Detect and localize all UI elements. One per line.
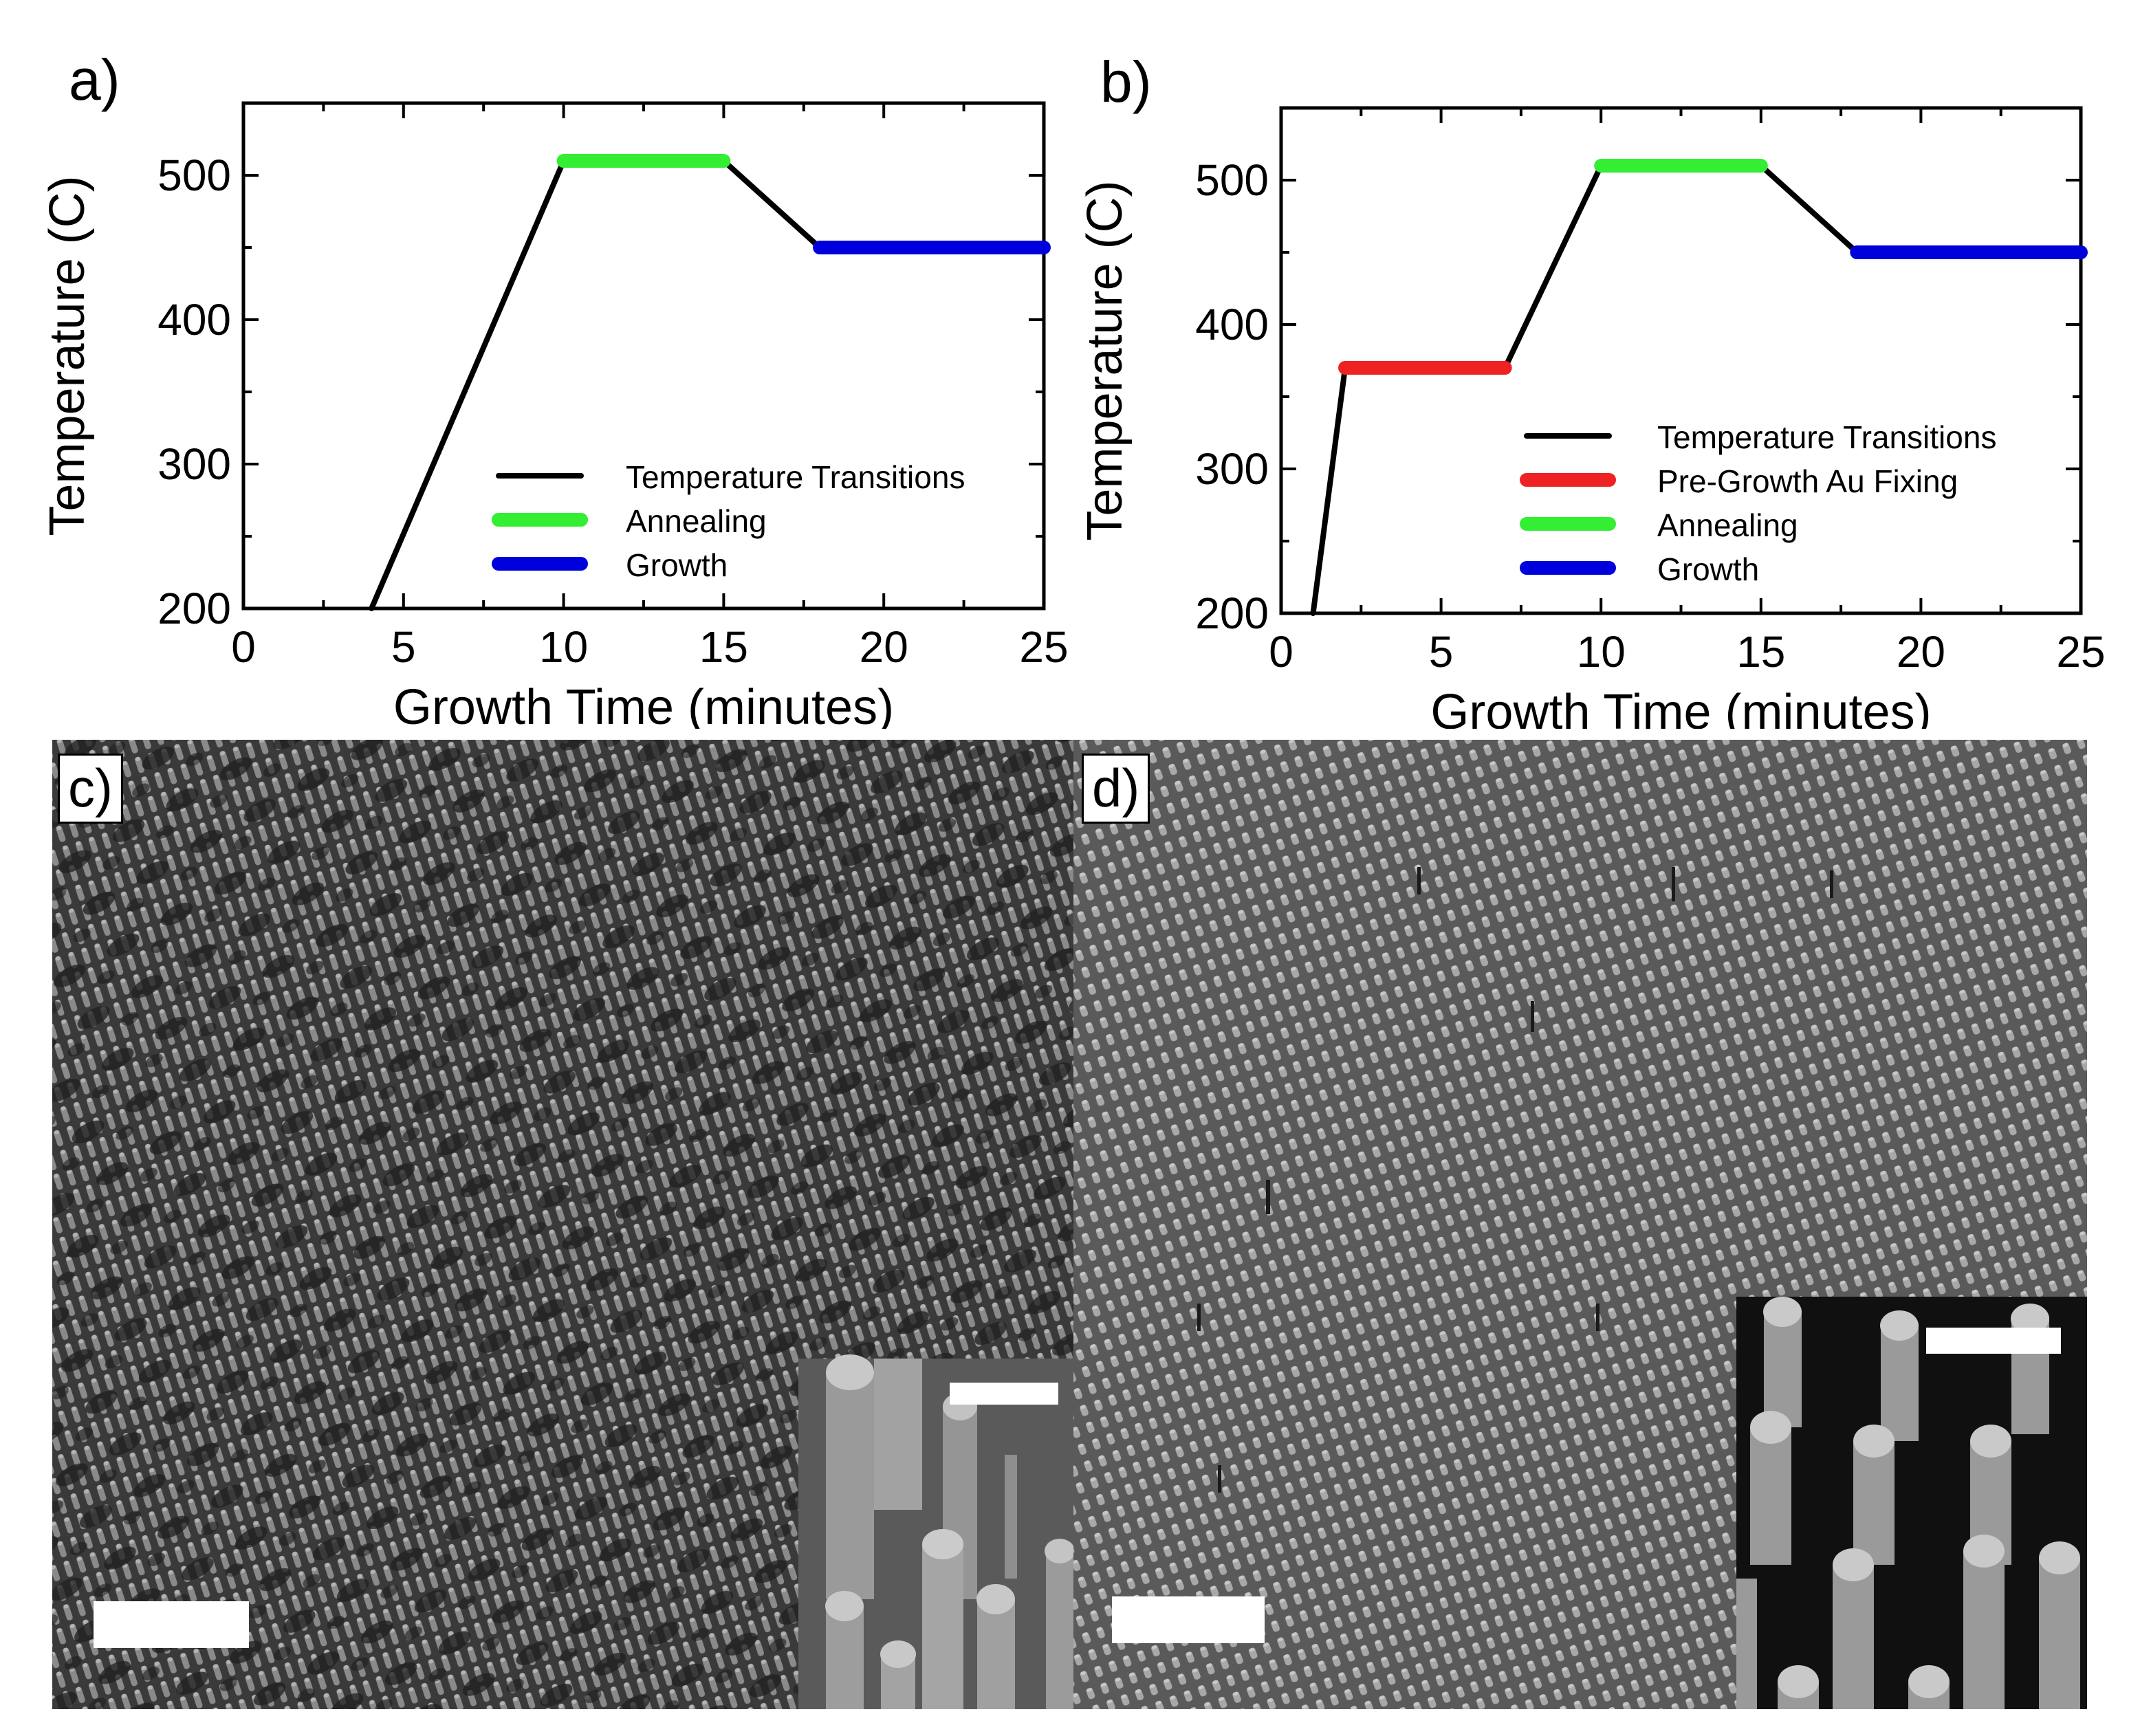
series-line-0 bbox=[1310, 365, 1349, 616]
x-axis-label: Growth Time (minutes) bbox=[1430, 685, 1931, 729]
x-tick-label: 25 bbox=[1019, 622, 1068, 672]
legend-label: Annealing bbox=[1657, 507, 1798, 543]
y-axis-label: Temperature (C) bbox=[1078, 180, 1133, 540]
legend-label: Growth bbox=[1657, 551, 1759, 587]
x-tick-label: 10 bbox=[539, 622, 588, 672]
y-tick-label: 300 bbox=[1195, 444, 1269, 494]
y-tick-label: 500 bbox=[157, 151, 231, 200]
legend-label: Temperature Transitions bbox=[1657, 419, 1996, 455]
x-tick-label: 0 bbox=[231, 622, 256, 672]
scale-bar-d bbox=[1112, 1596, 1265, 1643]
x-tick-label: 10 bbox=[1577, 627, 1626, 677]
chart-a: a) 0 5 10 15 20 25 200 300 400 500 Growth Time (min… bbox=[40, 47, 1069, 729]
y-tick-label: 400 bbox=[1195, 300, 1269, 349]
series-line-0 bbox=[1502, 163, 1604, 371]
y-tick-label: 500 bbox=[1195, 155, 1269, 205]
x-tick-label: 25 bbox=[2056, 627, 2105, 677]
y-tick-label: 400 bbox=[157, 295, 231, 344]
sem-image-c: c) bbox=[52, 740, 1073, 1709]
y-tick-label: 300 bbox=[157, 439, 231, 489]
scale-bar-inset-d bbox=[1926, 1328, 2061, 1354]
series-line-0 bbox=[1758, 163, 1860, 255]
legend-label: Growth bbox=[626, 547, 728, 583]
series-line-0 bbox=[369, 158, 567, 611]
x-tick-label: 5 bbox=[1429, 627, 1454, 677]
panel-label-a: a) bbox=[69, 47, 120, 112]
sem-nanowire-array-disordered-icon bbox=[52, 740, 1073, 1709]
panel-label-c: c) bbox=[58, 754, 123, 824]
y-tick-label: 200 bbox=[1195, 589, 1269, 638]
y-tick-label: 200 bbox=[157, 584, 231, 633]
x-tick-label: 20 bbox=[1897, 627, 1945, 677]
x-tick-label: 15 bbox=[1736, 627, 1785, 677]
scale-bar-inset-c bbox=[950, 1383, 1058, 1405]
y-axis-label: Temperature (C) bbox=[40, 175, 95, 536]
panel-label-b: b) bbox=[1100, 50, 1152, 114]
panel-label-d: d) bbox=[1082, 754, 1150, 824]
scale-bar-c bbox=[94, 1601, 249, 1648]
series-line-0 bbox=[721, 158, 823, 250]
legend-label: Temperature Transitions bbox=[626, 459, 965, 495]
chart-b: b) 0 5 10 15 20 25 200 300 400 500 Growth Time (min… bbox=[1078, 50, 2106, 729]
legend-label: Annealing bbox=[626, 503, 767, 539]
legend-label: Pre-Growth Au Fixing bbox=[1657, 463, 1958, 499]
x-tick-label: 20 bbox=[860, 622, 908, 672]
sem-image-d: d) bbox=[1073, 740, 2087, 1709]
x-tick-label: 5 bbox=[391, 622, 416, 672]
x-axis-label: Growth Time (minutes) bbox=[393, 680, 894, 729]
sem-nanowire-array-ordered-icon bbox=[1073, 740, 2087, 1709]
x-tick-label: 0 bbox=[1269, 627, 1293, 677]
x-tick-label: 15 bbox=[699, 622, 748, 672]
sem-inset-c bbox=[798, 1354, 1073, 1709]
sem-inset-d bbox=[1736, 1297, 2087, 1709]
